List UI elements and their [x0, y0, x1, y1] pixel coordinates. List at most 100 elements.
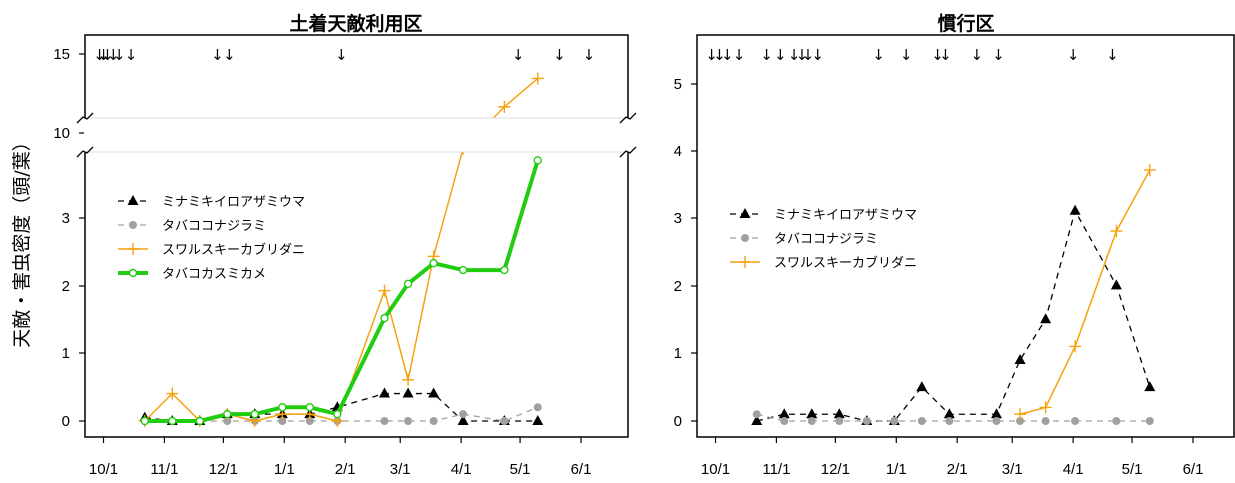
x-tick-label: 6/1 [571, 461, 592, 478]
axis-break-band [84, 118, 629, 152]
x-tick-label: 3/1 [1002, 461, 1023, 478]
chart-title: 慣行区 [937, 12, 994, 35]
data-point [305, 417, 314, 425]
data-point [807, 417, 816, 425]
data-point [943, 408, 955, 419]
data-point [1071, 417, 1080, 425]
data-point [533, 403, 542, 412]
x-tick-label: 6/1 [1183, 461, 1204, 478]
spray-arrow: ↓ [97, 46, 110, 64]
data-point [129, 221, 137, 229]
data-point [532, 415, 544, 425]
legend-label: タバココナジラミ [162, 219, 266, 234]
data-point [195, 416, 204, 426]
series-line [756, 210, 1151, 422]
spray-arrow: ↓ [223, 46, 236, 64]
legend-label: ミナミキイロアザミウマ [774, 208, 917, 223]
data-point [916, 381, 928, 392]
data-point [333, 409, 342, 419]
y-tick-label: 3 [674, 210, 682, 227]
data-point [305, 403, 315, 412]
panel-1: 土着天敵利用区 10/1 11/1 12/1 1/1 2/1 3/1 4/1 5/1 6/1 0 1 2… [53, 12, 637, 478]
data-point [500, 265, 509, 275]
data-point [1110, 225, 1123, 238]
data-point [429, 259, 438, 268]
data-point [140, 416, 149, 426]
x-tick-label: 2/1 [947, 461, 968, 478]
data-point [403, 279, 413, 288]
x-tick-label: 3/1 [390, 461, 411, 478]
data-point [1039, 401, 1052, 414]
spray-arrow: ↓ [113, 46, 126, 64]
series-4 [140, 156, 542, 426]
data-point [498, 100, 511, 113]
axis-break-mark [619, 112, 637, 124]
data-point [1145, 417, 1154, 425]
axis-break-mark [619, 146, 637, 158]
data-point [778, 408, 790, 419]
spray-arrow: ↓ [733, 46, 746, 64]
data-point [402, 373, 415, 386]
data-point [250, 409, 260, 419]
plot-frame [84, 34, 629, 438]
y-tick-label: 0 [674, 413, 682, 430]
data-point [890, 417, 899, 425]
y-tick-label: 3 [62, 210, 70, 227]
panel-2: 慣行区 10/1 11/1 12/1 1/1 2/1 3/1 4/1 5/1 6/1 0 1 2 3 4 5 ↓… [674, 12, 1235, 478]
spray-arrow: ↓ [872, 46, 885, 64]
plot-frame [696, 34, 1235, 438]
chart-title: 土着天敵利用区 [289, 12, 422, 35]
y-tick-label: 1 [674, 345, 682, 362]
legend-label: スワルスキーカブリダニ [162, 242, 305, 258]
spray-arrow: ↓ [583, 46, 596, 64]
x-tick-label: 1/1 [886, 461, 907, 478]
legend-label: タバコカスミカメ [162, 267, 266, 282]
x-tick-label: 12/1 [209, 461, 238, 478]
spray-arrow: ↓ [101, 46, 114, 64]
spray-arrow: ↓ [125, 46, 138, 64]
spray-arrow: ↓ [796, 46, 809, 64]
y-tick-label: 10 [53, 125, 70, 142]
spray-arrow: ↓ [939, 46, 952, 64]
series-line [1019, 169, 1151, 415]
spray-arrow: ↓ [931, 46, 944, 64]
spray-arrow: ↓ [802, 46, 815, 64]
y-axis-label: 天敵・害虫密度（頭/葉） [11, 132, 33, 347]
x-tick-label: 12/1 [821, 461, 850, 478]
data-point [1110, 279, 1122, 290]
spray-arrow: ↓ [1067, 46, 1080, 64]
x-tick-label: 5/1 [1122, 461, 1143, 478]
data-point [741, 234, 749, 242]
data-point [862, 417, 871, 425]
spray-arrow: ↓ [760, 46, 773, 64]
data-point [128, 268, 138, 278]
data-point [1069, 204, 1081, 215]
data-point [1041, 417, 1050, 425]
y-tick-label: 1 [62, 345, 70, 362]
spray-arrow: ↓ [107, 46, 120, 64]
spray-arrow: ↓ [774, 46, 787, 64]
data-point [1069, 340, 1082, 353]
axis-break-mark [76, 112, 94, 124]
axis-break-mark [76, 146, 94, 158]
data-point [533, 156, 542, 165]
data-point [990, 408, 1002, 419]
spray-arrow: ↓ [553, 46, 566, 64]
data-point [428, 387, 440, 398]
data-point [1144, 381, 1156, 392]
data-point [917, 417, 926, 425]
spray-arrow: ↓ [900, 46, 913, 64]
y-tick-label: 5 [674, 76, 682, 93]
spray-arrow: ↓ [811, 46, 824, 64]
data-point [752, 410, 761, 419]
spray-arrow: ↓ [1106, 46, 1119, 64]
data-point [833, 408, 845, 419]
data-point [378, 284, 391, 297]
data-point [780, 417, 789, 425]
spray-arrow: ↓ [512, 46, 525, 64]
x-tick-label: 1/1 [274, 461, 295, 478]
data-point [127, 243, 139, 255]
